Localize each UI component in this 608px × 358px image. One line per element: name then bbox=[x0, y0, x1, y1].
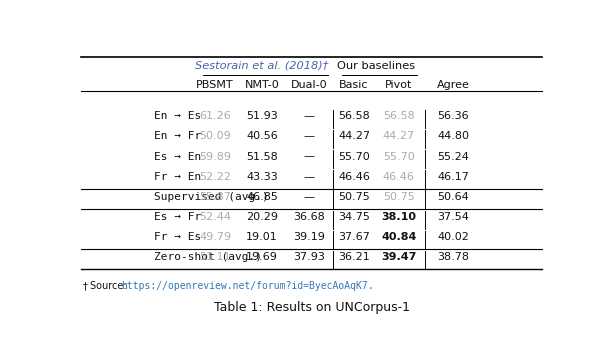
Text: 61.26: 61.26 bbox=[199, 111, 231, 121]
Text: 38.10: 38.10 bbox=[381, 212, 416, 222]
Text: †: † bbox=[83, 281, 88, 291]
Text: Table 1: Results on UNCorpus-1: Table 1: Results on UNCorpus-1 bbox=[213, 301, 410, 314]
Text: 40.56: 40.56 bbox=[246, 131, 278, 141]
Text: 56.58: 56.58 bbox=[383, 111, 415, 121]
Text: 37.93: 37.93 bbox=[293, 252, 325, 262]
Text: 55.87: 55.87 bbox=[199, 192, 231, 202]
Text: 44.80: 44.80 bbox=[437, 131, 469, 141]
Text: Basic: Basic bbox=[339, 80, 369, 90]
Text: 46.85: 46.85 bbox=[246, 192, 278, 202]
Text: 52.44: 52.44 bbox=[199, 212, 231, 222]
Text: Agree: Agree bbox=[437, 80, 469, 90]
Text: https://openreview.net/forum?id=ByecAoAqK7.: https://openreview.net/forum?id=ByecAoAq… bbox=[121, 281, 373, 291]
Text: 55.70: 55.70 bbox=[338, 151, 370, 161]
Text: En → Fr: En → Fr bbox=[154, 131, 201, 141]
Text: 19.01: 19.01 bbox=[246, 232, 278, 242]
Text: 56.58: 56.58 bbox=[338, 111, 370, 121]
Text: Pivot: Pivot bbox=[385, 80, 412, 90]
Text: 44.27: 44.27 bbox=[338, 131, 370, 141]
Text: 50.75: 50.75 bbox=[383, 192, 415, 202]
Text: 51.58: 51.58 bbox=[246, 151, 278, 161]
Text: 46.46: 46.46 bbox=[383, 172, 415, 182]
Text: 46.17: 46.17 bbox=[437, 172, 469, 182]
Text: 56.36: 56.36 bbox=[437, 111, 469, 121]
Text: 46.46: 46.46 bbox=[338, 172, 370, 182]
Text: Es → En: Es → En bbox=[154, 151, 201, 161]
Text: 49.79: 49.79 bbox=[199, 232, 231, 242]
Text: 44.27: 44.27 bbox=[382, 131, 415, 141]
Text: 51.93: 51.93 bbox=[246, 111, 278, 121]
Text: Sestorain et al. (2018)†: Sestorain et al. (2018)† bbox=[195, 61, 329, 71]
Text: 51.11: 51.11 bbox=[199, 252, 231, 262]
Text: 52.22: 52.22 bbox=[199, 172, 231, 182]
Text: 19.69: 19.69 bbox=[246, 252, 278, 262]
Text: 38.78: 38.78 bbox=[437, 252, 469, 262]
Text: —: — bbox=[303, 192, 315, 202]
Text: 37.67: 37.67 bbox=[338, 232, 370, 242]
Text: Dual-0: Dual-0 bbox=[291, 80, 328, 90]
Text: En → Es: En → Es bbox=[154, 111, 201, 121]
Text: 36.68: 36.68 bbox=[294, 212, 325, 222]
Text: 34.75: 34.75 bbox=[338, 212, 370, 222]
Text: 20.29: 20.29 bbox=[246, 212, 278, 222]
Text: —: — bbox=[303, 151, 315, 161]
Text: 50.64: 50.64 bbox=[437, 192, 469, 202]
Text: 39.19: 39.19 bbox=[293, 232, 325, 242]
Text: 37.54: 37.54 bbox=[437, 212, 469, 222]
Text: NMT-0: NMT-0 bbox=[245, 80, 280, 90]
Text: Fr → En: Fr → En bbox=[154, 172, 201, 182]
Text: 40.84: 40.84 bbox=[381, 232, 416, 242]
Text: 59.89: 59.89 bbox=[199, 151, 231, 161]
Text: Fr → Es: Fr → Es bbox=[154, 232, 201, 242]
Text: 36.21: 36.21 bbox=[338, 252, 370, 262]
Text: 40.02: 40.02 bbox=[437, 232, 469, 242]
Text: —: — bbox=[303, 111, 315, 121]
Text: PBSMT: PBSMT bbox=[196, 80, 234, 90]
Text: —: — bbox=[303, 131, 315, 141]
Text: Our baselines: Our baselines bbox=[337, 61, 415, 71]
Text: Es → Fr: Es → Fr bbox=[154, 212, 201, 222]
Text: 43.33: 43.33 bbox=[246, 172, 278, 182]
Text: 55.70: 55.70 bbox=[383, 151, 415, 161]
Text: 50.75: 50.75 bbox=[338, 192, 370, 202]
Text: —: — bbox=[303, 172, 315, 182]
Text: 39.47: 39.47 bbox=[381, 252, 416, 262]
Text: Source:: Source: bbox=[90, 281, 130, 291]
Text: Supervised (avg.): Supervised (avg.) bbox=[154, 192, 269, 202]
Text: 55.24: 55.24 bbox=[437, 151, 469, 161]
Text: Zero-shot (avg.): Zero-shot (avg.) bbox=[154, 252, 262, 262]
Text: 50.09: 50.09 bbox=[199, 131, 231, 141]
